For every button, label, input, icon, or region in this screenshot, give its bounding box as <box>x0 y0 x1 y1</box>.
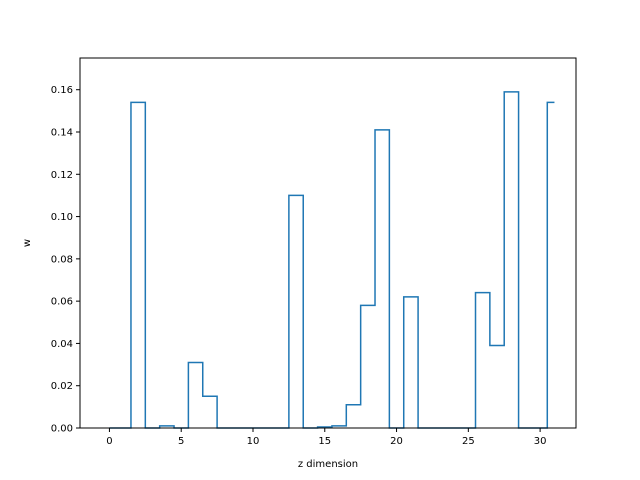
x-tick-label: 20 <box>390 436 403 447</box>
y-tick-label: 0.10 <box>51 212 73 223</box>
y-tick-label: 0.00 <box>51 424 73 435</box>
y-axis-ticks: 0.00 0.02 0.04 0.06 0.08 0.10 0.12 0.14 0.16 <box>51 85 80 435</box>
x-tick-label: 25 <box>462 436 475 447</box>
axes-frame <box>79 57 577 429</box>
x-axis-ticks: 0 5 10 15 20 25 30 <box>106 428 546 447</box>
y-tick-label: 0.02 <box>51 381 73 392</box>
y-tick-label: 0.04 <box>51 339 73 350</box>
y-tick-label: 0.14 <box>51 128 73 139</box>
y-tick-label: 0.16 <box>51 85 73 96</box>
x-tick-label: 15 <box>318 436 331 447</box>
x-tick-label: 0 <box>106 436 112 447</box>
x-axis-label: z dimension <box>298 459 358 470</box>
y-tick-label: 0.12 <box>51 170 73 181</box>
x-tick-label: 10 <box>247 436 260 447</box>
x-tick-label: 5 <box>178 436 184 447</box>
x-tick-label: 30 <box>534 436 547 447</box>
y-tick-label: 0.06 <box>51 297 73 308</box>
y-tick-label: 0.08 <box>51 254 73 265</box>
y-axis-label: w <box>22 239 33 247</box>
